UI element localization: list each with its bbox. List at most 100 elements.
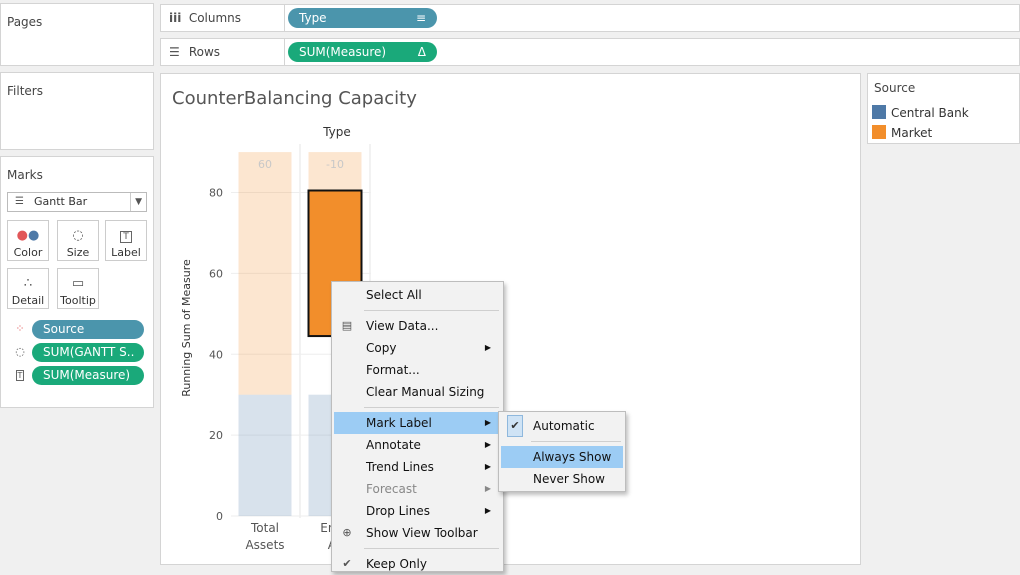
table-calc-delta-icon: Δ [417,45,426,59]
table-icon: ▤ [341,319,353,332]
chevron-down-icon[interactable]: ▼ [130,193,142,211]
menu-item-forecast: Forecast ▶ [334,478,501,500]
submenu-arrow-icon: ▶ [484,484,491,493]
menu-item-drop-lines[interactable]: Drop Lines ▶ [334,500,501,522]
size-icon: ◌ [72,228,84,243]
y-tick-label: 40 [209,348,223,361]
context-menu: Select All ▤ View Data... Copy ▶ Format...… [331,281,504,572]
columns-label: Columns [188,11,242,25]
tooltip-button[interactable]: ▭ Tooltip [57,268,99,309]
menu-label: Never Show [533,472,605,486]
size-button-label: Size [66,246,90,259]
submenu-item-automatic[interactable]: ✔ Automatic [501,415,623,437]
x-category-label: Total [250,521,279,535]
menu-label: Forecast [366,482,417,496]
legend-swatch-market [872,125,886,139]
menu-item-format[interactable]: Format... [334,359,501,381]
menu-item-keep-only[interactable]: ✔ Keep Only [334,553,501,575]
rows-pill-measure[interactable]: SUM(Measure) Δ [288,42,437,62]
menu-item-mark-label[interactable]: Mark Label ▶ [334,412,501,434]
columns-pill-type[interactable]: Type ≡ [288,8,437,28]
legend-swatch-central-bank [872,105,886,119]
menu-label: Always Show [533,450,612,464]
label-icon: T [15,370,25,381]
menu-label: View Data... [366,319,439,333]
legend-item-central-bank[interactable]: Central Bank [872,105,969,121]
submenu-arrow-icon: ▶ [484,440,491,449]
label-button-label: Label [111,246,141,259]
submenu-arrow-icon: ▶ [484,418,491,427]
menu-label: Mark Label [366,416,432,430]
mark-label-submenu: ✔ Automatic Always Show Never Show [498,411,626,492]
color-dots-icon: ●● [16,228,40,243]
submenu-item-never-show[interactable]: Never Show [501,468,623,490]
detail-button[interactable]: ∴ Detail [7,268,49,309]
columns-shelf[interactable]: iii Columns Type ≡ [160,4,1020,32]
columns-icon: iii [169,11,182,25]
y-tick-label: 80 [209,187,223,200]
menu-separator [531,441,621,442]
marks-pill-measure-row: T SUM(Measure) [13,366,145,385]
gantt-bar-market [238,152,292,395]
detail-button-label: Detail [11,294,45,307]
tooltip-icon: ▭ [71,276,85,291]
mark-type-dropdown[interactable]: ☰ Gantt Bar ▼ [7,192,147,212]
columns-pill-label: Type [299,11,327,25]
menu-item-select-all[interactable]: Select All [334,284,501,306]
y-tick-label: 20 [209,429,223,442]
menu-item-copy[interactable]: Copy ▶ [334,337,501,359]
menu-label: Select All [366,288,422,302]
menu-item-trend-lines[interactable]: Trend Lines ▶ [334,456,501,478]
bar-top-label: 60 [258,158,272,171]
column-header-type: Type [322,125,351,139]
menu-separator [364,310,499,311]
mark-type-value: Gantt Bar [34,195,88,208]
marks-pill-source-row: ⁘ Source [13,320,145,339]
rows-pill-label: SUM(Measure) [299,45,387,59]
label-button[interactable]: T Label [105,220,147,261]
marks-pill-gantt-row: ◌ SUM(GANTT S.. [13,343,145,362]
menu-item-show-view-toolbar[interactable]: ⊕ Show View Toolbar [334,522,501,544]
y-axis-title: Running Sum of Measure [180,259,193,397]
menu-separator [364,548,499,549]
check-icon: ✔ [507,415,523,437]
menu-label: Keep Only [366,557,427,571]
menu-item-view-data[interactable]: ▤ View Data... [334,315,501,337]
x-category-label: Assets [245,538,284,552]
marks-pill-measure[interactable]: SUM(Measure) [32,366,144,385]
marks-card: Marks ☰ Gantt Bar ▼ ●● Color ◌ Size T La… [0,156,154,408]
rows-label: Rows [188,45,221,59]
y-tick-label: 60 [209,267,223,280]
menu-label: Automatic [533,419,595,433]
viz-title: CounterBalancing Capacity [172,88,417,109]
menu-item-clear-manual-sizing[interactable]: Clear Manual Sizing [334,381,501,403]
zoom-icon: ⊕ [342,526,352,539]
menu-label: Drop Lines [366,504,430,518]
marks-pill-gantt-size[interactable]: SUM(GANTT S.. [32,343,144,362]
source-legend: Source Central Bank Market [867,73,1020,144]
rows-shelf[interactable]: ☰ Rows SUM(Measure) Δ [160,38,1020,66]
size-button[interactable]: ◌ Size [57,220,99,261]
columns-shelf-label: iii Columns [161,5,285,31]
submenu-item-always-show[interactable]: Always Show [501,446,623,468]
pages-title: Pages [7,15,43,29]
menu-item-annotate[interactable]: Annotate ▶ [334,434,501,456]
color-dots-icon: ⁘ [15,322,25,335]
color-button[interactable]: ●● Color [7,220,49,261]
label-icon: T [106,226,146,246]
legend-item-market[interactable]: Market [872,125,932,141]
sort-icon: ≡ [415,11,426,25]
filters-card[interactable]: Filters [0,72,154,150]
gantt-bar-market [308,152,362,193]
menu-label: Annotate [366,438,421,452]
marks-title: Marks [7,168,43,182]
legend-label-market: Market [891,126,933,140]
filters-title: Filters [7,84,43,98]
menu-label: Format... [366,363,420,377]
menu-label: Trend Lines [366,460,434,474]
menu-label: Clear Manual Sizing [366,385,485,399]
submenu-arrow-icon: ▶ [484,343,491,352]
submenu-arrow-icon: ▶ [484,462,491,471]
legend-label-central-bank: Central Bank [891,106,969,120]
marks-pill-source[interactable]: Source [32,320,144,339]
